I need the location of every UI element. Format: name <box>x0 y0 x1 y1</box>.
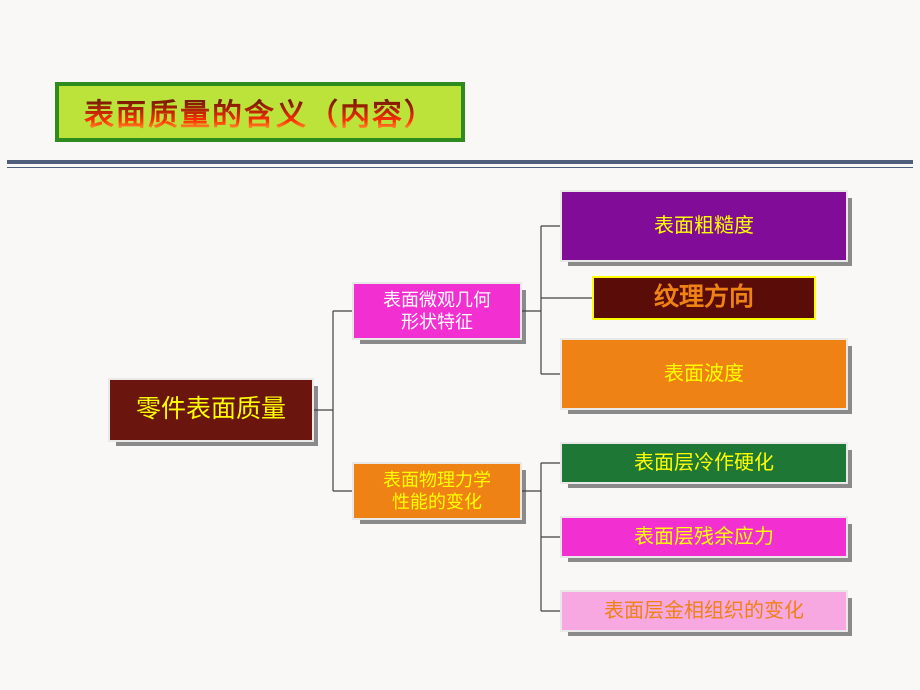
node-leaf4: 表面层冷作硬化 <box>560 442 848 484</box>
node-root: 零件表面质量 <box>108 378 314 442</box>
hr-thin <box>7 167 913 169</box>
node-leaf2-label: 纹理方向 <box>654 282 754 313</box>
node-mid-top: 表面微观几何形状特征 <box>352 282 522 340</box>
node-leaf5: 表面层残余应力 <box>560 516 848 558</box>
node-leaf1-label: 表面粗糙度 <box>654 214 754 239</box>
node-leaf1: 表面粗糙度 <box>560 190 848 262</box>
node-leaf5-label: 表面层残余应力 <box>634 525 774 550</box>
node-root-label: 零件表面质量 <box>136 394 286 425</box>
hr-thick <box>7 160 913 164</box>
node-leaf4-label: 表面层冷作硬化 <box>634 451 774 476</box>
node-leaf3-label: 表面波度 <box>664 362 744 387</box>
node-mid-top-label: 表面微观几何形状特征 <box>383 289 491 334</box>
slide-title-text: 表面质量的含义（内容） <box>84 90 436 134</box>
title-underline <box>7 160 913 168</box>
node-mid-bot-label: 表面物理力学性能的变化 <box>383 469 491 514</box>
slide-canvas: 表面质量的含义（内容） 零件表面质量 表面微观几何形状特征 表面物理力学性能的变… <box>0 0 920 690</box>
slide-title: 表面质量的含义（内容） <box>55 82 465 142</box>
node-leaf6-label: 表面层金相组织的变化 <box>604 599 804 624</box>
node-mid-bot: 表面物理力学性能的变化 <box>352 462 522 520</box>
node-leaf2: 纹理方向 <box>592 276 816 320</box>
node-leaf3: 表面波度 <box>560 338 848 410</box>
node-leaf6: 表面层金相组织的变化 <box>560 590 848 632</box>
